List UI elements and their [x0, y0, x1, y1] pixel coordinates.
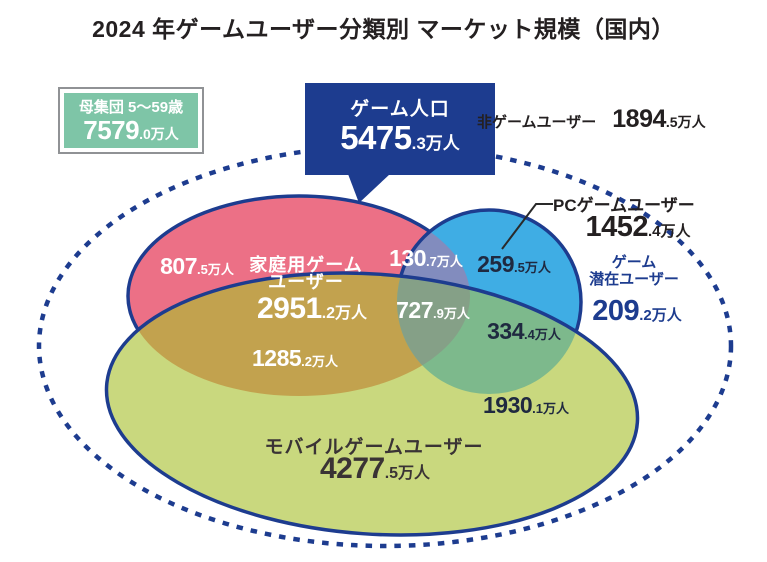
game-population-value: 5475.3万人	[340, 119, 460, 156]
segment-pc-mobile-value: 334.4万人	[487, 318, 561, 344]
population-box-label: 母集団 5～59歳	[78, 99, 184, 116]
console-mobile-overlap-region	[128, 272, 470, 396]
console-users-value: 2951.2万人	[256, 292, 368, 325]
console-users-label-line1: 家庭用ゲーム	[249, 255, 363, 275]
pc-users-value: 1452.4万人	[585, 211, 691, 243]
latent-users-label-line1: ゲーム	[611, 254, 657, 271]
game-population-label: ゲーム人口	[350, 99, 450, 120]
console-users-outline	[126, 194, 472, 398]
population-box-value: 7579.0万人	[83, 115, 179, 145]
population-box: 母集団 5～59歳 7579.0万人	[58, 87, 204, 155]
segment-console-only-value: 807.5万人	[160, 253, 234, 279]
latent-users-value: 209.2万人	[592, 295, 682, 327]
page-title: 2024 年ゲームユーザー分類別 マーケット規模（国内）	[92, 16, 675, 42]
mobile-users-label: モバイルゲームユーザー	[264, 437, 484, 458]
pc-users-outline	[395, 208, 583, 396]
mobile-users-outline	[104, 271, 640, 537]
segment-console-mobile-value: 1285.2万人	[251, 345, 339, 371]
segment-pc-only-value: 259.5万人	[477, 251, 551, 277]
segment-mobile-only-value: 1930.1万人	[482, 392, 570, 418]
pc-users-label: PCゲームユーザー	[553, 196, 695, 215]
non-game-users-value: 1894.5万人	[612, 105, 706, 133]
console-users-label-line2: ユーザー	[268, 272, 344, 292]
segment-triple-overlap-value: 727.9万人	[396, 297, 470, 323]
segment-console-pc-value: 130.7万人	[389, 245, 463, 271]
non-game-users-row: 非ゲームユーザー 1894.5万人	[477, 106, 706, 132]
population-box-inner: 母集団 5～59歳 7579.0万人	[64, 93, 198, 149]
mobile-users-value: 4277.5万人	[319, 452, 431, 485]
game-population-callout: ゲーム人口 5475.3万人	[305, 83, 495, 175]
pc-users-leader-line	[501, 203, 553, 250]
pc-mobile-overlap-region	[397, 272, 581, 394]
latent-users-label-line2: 潜在ユーザー	[589, 271, 679, 288]
game-population-callout-tail	[348, 174, 390, 203]
non-game-users-label: 非ゲームユーザー	[477, 114, 597, 131]
